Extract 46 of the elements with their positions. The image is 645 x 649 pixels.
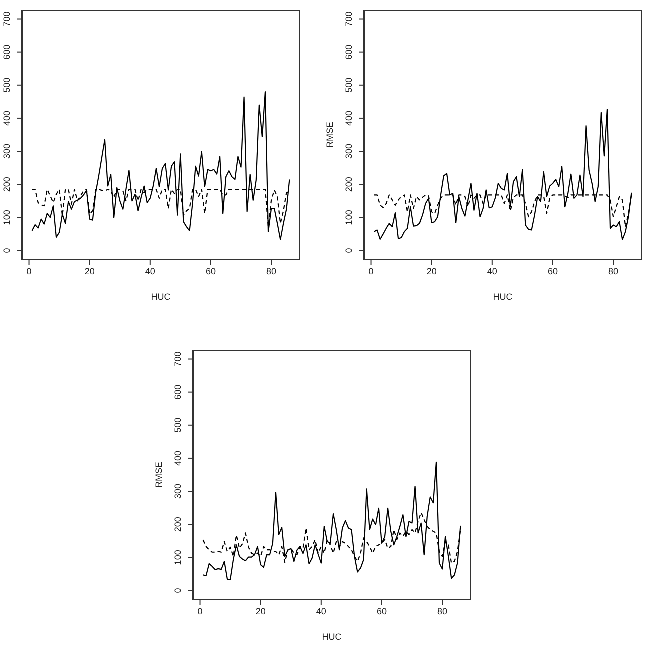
x-tick-label: 60	[548, 266, 558, 276]
y-tick-label: 300	[344, 144, 354, 160]
x-tick-label: 0	[26, 266, 32, 276]
x-tick-label: 80	[438, 606, 448, 616]
x-tick-label: 20	[256, 606, 266, 616]
y-axis-title: RMSE	[154, 462, 164, 488]
y-tick-label: 700	[2, 12, 12, 27]
x-tick-label: 40	[145, 266, 156, 276]
line-series	[202, 462, 462, 580]
y-tick-label: 700	[344, 12, 354, 27]
x-tick-label: 20	[84, 266, 95, 276]
x-tick-label: 40	[316, 606, 326, 616]
y-tick-label: 500	[344, 78, 354, 93]
x-axis-title: HUC	[493, 292, 514, 302]
y-tick-label: 400	[344, 110, 354, 126]
y-tick-label: 200	[344, 177, 354, 192]
y-tick-label: 200	[2, 177, 12, 192]
x-tick-label: 0	[198, 606, 203, 616]
x-tick-label: 80	[266, 266, 277, 276]
y-tick-label: 300	[2, 144, 12, 160]
y-tick-label: 500	[2, 78, 12, 93]
y-tick-label: 700	[173, 352, 183, 367]
x-tick-label: 60	[376, 606, 387, 616]
y-tick-label: 200	[173, 517, 183, 532]
y-tick-label: 100	[344, 210, 354, 226]
x-axis-title: HUC	[322, 632, 342, 642]
y-tick-label: 100	[2, 210, 12, 226]
x-tick-label: 20	[426, 266, 437, 276]
x-tick-label: 60	[206, 266, 216, 276]
y-tick-label: 600	[173, 384, 183, 400]
y-tick-label: 400	[173, 450, 183, 466]
x-tick-label: 40	[487, 266, 498, 276]
y-tick-label: 0	[344, 248, 354, 254]
line-series	[32, 91, 290, 240]
y-axis-title: RMSE	[325, 122, 336, 148]
y-tick-label: 500	[173, 418, 183, 433]
y-tick-label: 100	[173, 550, 183, 566]
y-tick-label: 600	[2, 44, 12, 60]
x-tick-label: 0	[368, 266, 374, 276]
y-tick-label: 400	[2, 110, 12, 126]
y-tick-label: 600	[344, 44, 354, 60]
x-tick-label: 80	[608, 266, 619, 276]
y-tick-label: 0	[173, 588, 183, 594]
x-axis-title: HUC	[151, 292, 172, 302]
y-tick-label: 300	[173, 484, 183, 500]
y-tick-label: 0	[2, 248, 12, 254]
